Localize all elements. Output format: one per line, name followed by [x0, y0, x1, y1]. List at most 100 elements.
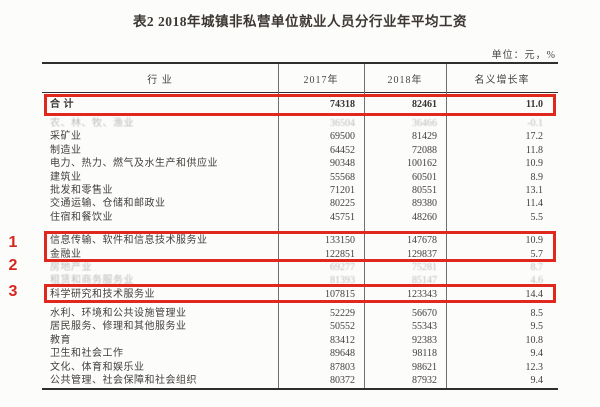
table-row: 水利、环境和公共设施管理业 52229 56670 8.5 [42, 307, 558, 320]
value-2018-cell: 123343 [407, 288, 437, 300]
column-header-growth: 名义增长率 [474, 74, 530, 86]
industry-cell: 制造业 [50, 144, 82, 156]
unit-note: 单位：元，% [491, 50, 556, 61]
value-2017-cell: 45751 [330, 211, 355, 223]
industry-cell: 金融业 [50, 248, 82, 260]
growth-rate-cell: 8.9 [530, 171, 544, 183]
industry-cell: 公共管理、社会保障和社会组织 [50, 375, 197, 387]
table-header-row: 行 业 2017年 2018年 名义增长率 [42, 64, 558, 93]
value-2018-cell: 92383 [412, 334, 437, 346]
value-2017-cell: 55568 [330, 171, 355, 183]
table-body: 合 计 74318 82461 11.0 农、林、牧、渔业 36504 36466 -0.1 采… [42, 93, 558, 387]
value-2017-cell: 122851 [325, 248, 355, 260]
rank-marker-2: 2 [8, 257, 18, 274]
wage-table: 行 业 2017年 2018年 名义增长率 合 计 74318 82461 11.0 农… [42, 62, 558, 390]
table-row: 科学研究和技术服务业 107815 123343 14.4 [42, 288, 558, 301]
table-row: 文化、体育和娱乐业 87803 98621 12.3 [42, 361, 558, 374]
growth-rate-cell: 11.8 [525, 144, 543, 156]
value-2017-cell: 80372 [330, 375, 355, 387]
value-2018-cell: 60501 [412, 171, 437, 183]
column-divider [446, 64, 447, 388]
value-2017-cell: 69277 [330, 261, 355, 273]
industry-cell: 建筑业 [50, 171, 82, 183]
table-row: 合 计 74318 82461 11.0 [42, 93, 558, 117]
value-2017-cell: 81393 [330, 275, 355, 287]
industry-cell: 农、林、牧、渔业 [50, 118, 134, 129]
value-2017-cell: 36504 [330, 118, 355, 129]
value-2018-cell: 81429 [412, 131, 437, 143]
value-2017-cell: 80225 [330, 198, 355, 210]
growth-rate-cell: 9.4 [530, 348, 544, 360]
table-row: 住宿和餐饮业 45751 48260 5.5 [42, 211, 558, 224]
value-2017-cell: 83412 [330, 334, 355, 346]
value-2018-cell: 75281 [412, 261, 437, 273]
column-header-2018: 2018年 [387, 74, 423, 86]
table-row: 租赁和商务服务业 81393 85147 4.6 [42, 274, 558, 287]
rank-marker-3: 3 [8, 283, 18, 300]
growth-rate-cell: 14.4 [525, 288, 544, 300]
table-row: 交通运输、仓储和邮政业 80225 89380 11.4 [42, 197, 558, 210]
table-row: 制造业 64452 72088 11.8 [42, 144, 558, 157]
growth-rate-cell: 9.5 [530, 321, 544, 333]
growth-rate-cell: 8.5 [530, 308, 544, 320]
value-2017-cell: 133150 [325, 235, 355, 247]
industry-cell: 居民服务、修理和其他服务业 [50, 321, 187, 333]
value-2017-cell: 90348 [330, 158, 355, 170]
industry-cell: 教育 [50, 334, 71, 346]
column-header-industry: 行 业 [147, 74, 173, 86]
table-row: 信息传输、软件和信息技术服务业 133150 147678 10.9 [42, 234, 558, 247]
growth-rate-cell: 11.4 [525, 198, 543, 210]
industry-cell: 住宿和餐饮业 [50, 211, 113, 223]
value-2018-cell: 147678 [407, 235, 437, 247]
value-2018-cell: 72088 [412, 144, 437, 156]
growth-rate-cell: 8.7 [530, 261, 544, 273]
growth-rate-cell: 10.8 [525, 334, 544, 346]
industry-cell: 科学研究和技术服务业 [50, 288, 155, 300]
column-header-2017: 2017年 [303, 74, 339, 86]
table-row: 金融业 122851 129837 5.7 [42, 248, 558, 261]
value-2018-cell: 85147 [412, 275, 437, 287]
value-2017-cell: 74318 [330, 99, 355, 110]
industry-cell: 信息传输、软件和信息技术服务业 [50, 235, 208, 247]
column-divider [278, 64, 279, 388]
value-2017-cell: 87803 [330, 361, 355, 373]
table-row: 电力、热力、燃气及水生产和供应业 90348 100162 10.9 [42, 157, 558, 170]
table-row: 教育 83412 92383 10.8 [42, 334, 558, 347]
table-row: 房地产业 69277 75281 8.7 [42, 261, 558, 274]
industry-cell: 电力、热力、燃气及水生产和供应业 [50, 158, 218, 170]
table-row: 居民服务、修理和其他服务业 50552 55343 9.5 [42, 320, 558, 333]
value-2018-cell: 82461 [412, 99, 437, 110]
value-2018-cell: 98118 [412, 348, 437, 360]
growth-rate-cell: 17.2 [525, 131, 544, 143]
value-2017-cell: 71201 [330, 184, 355, 196]
rank-marker-1: 1 [8, 234, 18, 251]
industry-cell: 采矿业 [50, 131, 82, 143]
growth-rate-cell: 12.3 [525, 361, 544, 373]
value-2017-cell: 64452 [330, 144, 355, 156]
value-2018-cell: 36466 [412, 118, 437, 129]
growth-rate-cell: 13.1 [525, 184, 544, 196]
page-title: 表2 2018年城镇非私营单位就业人员分行业年平均工资 [132, 14, 468, 29]
value-2018-cell: 56670 [412, 308, 437, 320]
industry-cell: 批发和零售业 [50, 184, 113, 196]
industry-cell: 合 计 [50, 99, 74, 110]
table-row: 建筑业 55568 60501 8.9 [42, 171, 558, 184]
growth-rate-cell: 5.5 [530, 211, 544, 223]
value-2017-cell: 69500 [330, 131, 355, 143]
growth-rate-cell: 10.9 [525, 158, 544, 170]
growth-rate-cell: -0.1 [527, 118, 543, 129]
value-2017-cell: 50552 [330, 321, 355, 333]
industry-cell: 文化、体育和娱乐业 [50, 361, 145, 373]
column-divider [364, 64, 365, 388]
value-2017-cell: 52229 [330, 308, 355, 320]
value-2018-cell: 87932 [412, 375, 437, 387]
value-2018-cell: 100162 [407, 158, 437, 170]
value-2017-cell: 89648 [330, 348, 355, 360]
industry-cell: 房地产业 [50, 261, 92, 273]
growth-rate-cell: 4.6 [530, 275, 544, 287]
value-2018-cell: 48260 [412, 211, 437, 223]
growth-rate-cell: 10.9 [525, 235, 544, 247]
industry-cell: 水利、环境和公共设施管理业 [50, 308, 187, 320]
industry-cell: 交通运输、仓储和邮政业 [50, 198, 166, 210]
